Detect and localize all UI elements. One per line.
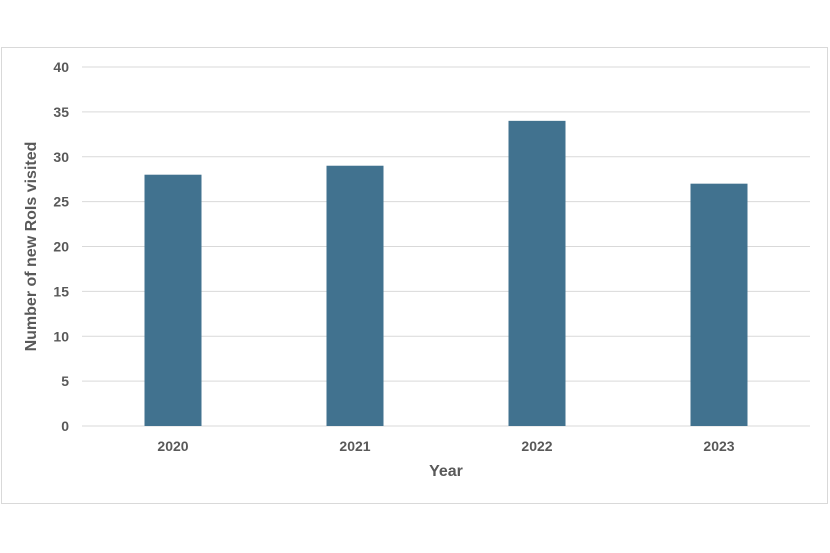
bar-2022 xyxy=(508,120,566,426)
y-tick-labels: 0 5 10 15 20 25 30 35 40 xyxy=(53,59,69,434)
x-tick-label-2021: 2021 xyxy=(339,438,370,454)
y-axis-title: Number of new RoIs visited xyxy=(23,142,40,352)
y-tick-label: 20 xyxy=(53,239,69,255)
bar-2021 xyxy=(326,165,384,426)
y-tick-label: 10 xyxy=(53,328,69,344)
x-axis-title: Year xyxy=(429,463,463,480)
bars xyxy=(144,120,748,426)
y-tick-label: 30 xyxy=(53,149,69,165)
y-tick-label: 25 xyxy=(53,194,69,210)
y-tick-label: 0 xyxy=(61,418,69,434)
bar-2020 xyxy=(144,174,202,426)
gridlines xyxy=(82,66,810,427)
chart-frame xyxy=(1,47,828,504)
x-tick-labels: 2020 2021 2022 2023 xyxy=(157,438,734,454)
x-tick-label-2022: 2022 xyxy=(521,438,552,454)
x-tick-label-2020: 2020 xyxy=(157,438,188,454)
y-tick-label: 35 xyxy=(53,104,69,120)
bar-2023 xyxy=(690,183,748,426)
y-tick-label: 40 xyxy=(53,59,69,75)
y-tick-label: 15 xyxy=(53,283,69,299)
y-tick-label: 5 xyxy=(61,373,69,389)
x-tick-label-2023: 2023 xyxy=(703,438,734,454)
